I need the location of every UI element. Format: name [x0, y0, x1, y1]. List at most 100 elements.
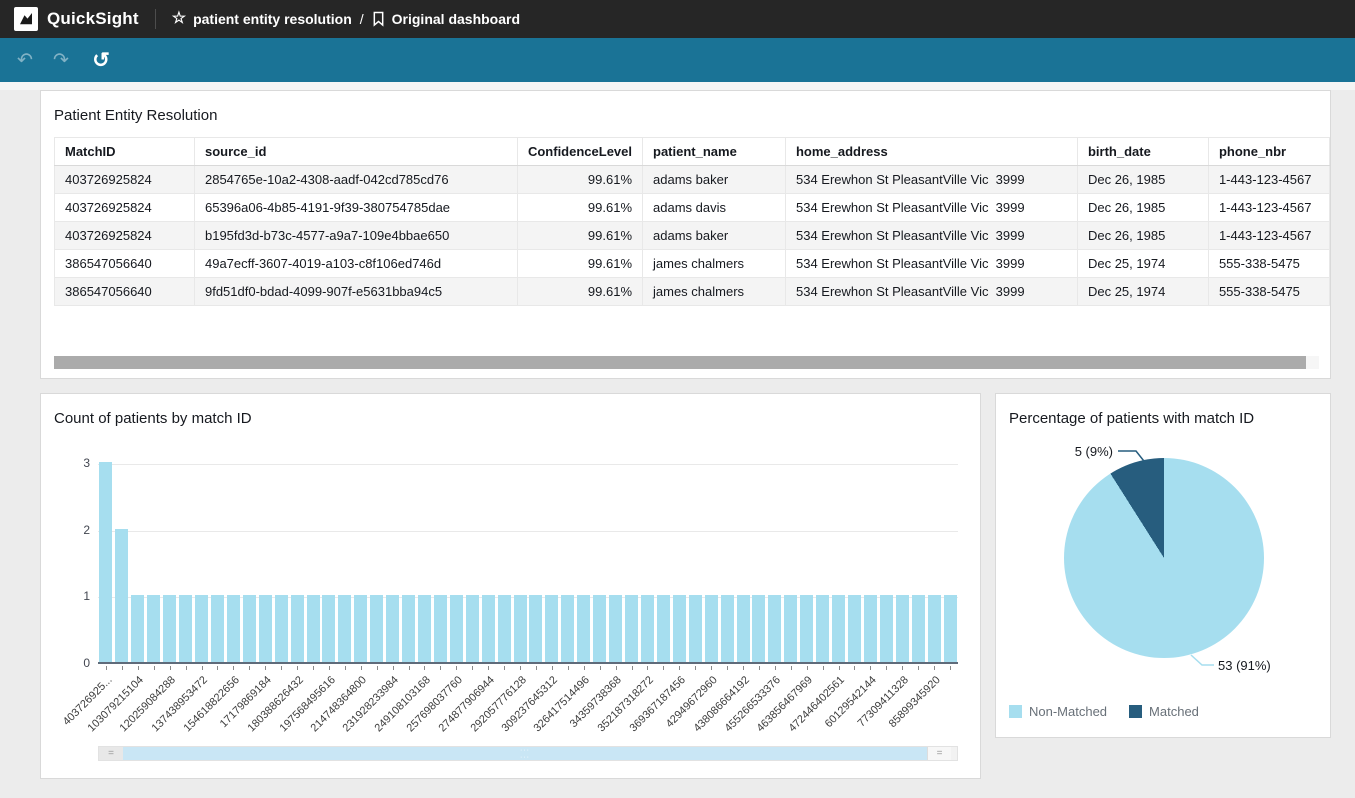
bar[interactable] [625, 595, 638, 662]
bar[interactable] [386, 595, 399, 662]
table-cell[interactable]: adams baker [643, 222, 786, 250]
reset-icon[interactable]: ↺ [88, 47, 114, 73]
table-cell[interactable]: 534 Erewhon St PleasantVille Vic 3999 [785, 194, 1077, 222]
table-cell[interactable]: 534 Erewhon St PleasantVille Vic 3999 [785, 222, 1077, 250]
scrollbar-thumb[interactable]: ··· ··· [123, 747, 927, 760]
bar[interactable] [561, 595, 574, 662]
table-cell[interactable]: Dec 25, 1974 [1077, 250, 1208, 278]
table-cell[interactable]: 403726925824 [55, 222, 195, 250]
bar[interactable] [848, 595, 861, 662]
table-cell[interactable]: adams baker [643, 166, 786, 194]
table-cell[interactable]: 555-338-5475 [1208, 278, 1329, 306]
bar[interactable] [944, 595, 957, 662]
bar[interactable] [275, 595, 288, 662]
table-scrollbar-thumb[interactable] [54, 356, 1306, 369]
quicksight-logo-icon[interactable] [14, 7, 38, 31]
bar[interactable] [291, 595, 304, 662]
bar[interactable] [514, 595, 527, 662]
table-cell[interactable]: 99.61% [517, 278, 642, 306]
bar[interactable] [418, 595, 431, 662]
breadcrumb-analysis-name[interactable]: patient entity resolution [193, 11, 352, 27]
bar[interactable] [816, 595, 829, 662]
bar[interactable] [800, 595, 813, 662]
column-header-birth_date[interactable]: birth_date [1077, 138, 1208, 166]
table-cell[interactable]: 1-443-123-4567 [1208, 166, 1329, 194]
scrollbar-left-handle[interactable]: = [99, 747, 123, 760]
bar[interactable] [243, 595, 256, 662]
bar[interactable] [705, 595, 718, 662]
table-cell[interactable]: Dec 26, 1985 [1077, 222, 1208, 250]
table-cell[interactable]: Dec 26, 1985 [1077, 194, 1208, 222]
pie-chart[interactable] [1064, 458, 1264, 658]
table-cell[interactable]: james chalmers [643, 250, 786, 278]
table-horizontal-scrollbar[interactable] [54, 356, 1319, 369]
bar[interactable] [752, 595, 765, 662]
table-cell[interactable]: 99.61% [517, 194, 642, 222]
table-cell[interactable]: james chalmers [643, 278, 786, 306]
bar[interactable] [577, 595, 590, 662]
bar[interactable] [896, 595, 909, 662]
table-cell[interactable]: 403726925824 [55, 166, 195, 194]
table-cell[interactable]: 386547056640 [55, 250, 195, 278]
bar[interactable] [768, 595, 781, 662]
bar[interactable] [307, 595, 320, 662]
bar[interactable] [466, 595, 479, 662]
table-cell[interactable]: Dec 26, 1985 [1077, 166, 1208, 194]
table-cell[interactable]: 99.61% [517, 166, 642, 194]
bar[interactable] [163, 595, 176, 662]
table-cell[interactable]: 1-443-123-4567 [1208, 222, 1329, 250]
favorite-star-icon[interactable]: ☆ [172, 11, 186, 27]
bar[interactable] [179, 595, 192, 662]
legend-item-matched[interactable]: Matched [1129, 704, 1199, 719]
table-cell[interactable]: 49a7ecff-3607-4019-a103-c8f106ed746d [194, 250, 517, 278]
scrollbar-right-handle[interactable]: = [927, 747, 951, 760]
bar[interactable] [737, 595, 750, 662]
bar[interactable] [322, 595, 335, 662]
bar[interactable] [338, 595, 351, 662]
redo-icon[interactable]: ↷ [48, 47, 74, 73]
table-cell[interactable]: 386547056640 [55, 278, 195, 306]
bar[interactable] [99, 462, 112, 662]
bar[interactable] [689, 595, 702, 662]
bar[interactable] [147, 595, 160, 662]
bar[interactable] [354, 595, 367, 662]
column-header-MatchID[interactable]: MatchID [55, 138, 195, 166]
bar[interactable] [259, 595, 272, 662]
bar[interactable] [195, 595, 208, 662]
table-cell[interactable]: 9fd51df0-bdad-4099-907f-e5631bba94c5 [194, 278, 517, 306]
table-cell[interactable]: 534 Erewhon St PleasantVille Vic 3999 [785, 250, 1077, 278]
column-header-home_address[interactable]: home_address [785, 138, 1077, 166]
column-header-ConfidenceLevel[interactable]: ConfidenceLevel [517, 138, 642, 166]
table-cell[interactable]: 99.61% [517, 250, 642, 278]
table-cell[interactable]: 99.61% [517, 222, 642, 250]
bar[interactable] [115, 529, 128, 662]
bar[interactable] [450, 595, 463, 662]
breadcrumb-dashboard-name[interactable]: Original dashboard [392, 11, 520, 27]
table-cell[interactable]: 403726925824 [55, 194, 195, 222]
bookmark-icon[interactable] [372, 11, 385, 27]
bar[interactable] [131, 595, 144, 662]
bar[interactable] [912, 595, 925, 662]
bar[interactable] [721, 595, 734, 662]
bar[interactable] [673, 595, 686, 662]
table-cell[interactable]: Dec 25, 1974 [1077, 278, 1208, 306]
bar[interactable] [784, 595, 797, 662]
table-cell[interactable]: 534 Erewhon St PleasantVille Vic 3999 [785, 278, 1077, 306]
table-cell[interactable]: 1-443-123-4567 [1208, 194, 1329, 222]
bar[interactable] [211, 595, 224, 662]
bar[interactable] [864, 595, 877, 662]
bar[interactable] [609, 595, 622, 662]
table-cell[interactable]: 534 Erewhon St PleasantVille Vic 3999 [785, 166, 1077, 194]
table-cell[interactable]: 555-338-5475 [1208, 250, 1329, 278]
bar[interactable] [657, 595, 670, 662]
bar[interactable] [498, 595, 511, 662]
bar[interactable] [529, 595, 542, 662]
bar[interactable] [928, 595, 941, 662]
bar[interactable] [482, 595, 495, 662]
bar[interactable] [593, 595, 606, 662]
bar[interactable] [880, 595, 893, 662]
legend-item-non-matched[interactable]: Non-Matched [1009, 704, 1107, 719]
bar[interactable] [434, 595, 447, 662]
bar[interactable] [641, 595, 654, 662]
table-cell[interactable]: 65396a06-4b85-4191-9f39-380754785dae [194, 194, 517, 222]
